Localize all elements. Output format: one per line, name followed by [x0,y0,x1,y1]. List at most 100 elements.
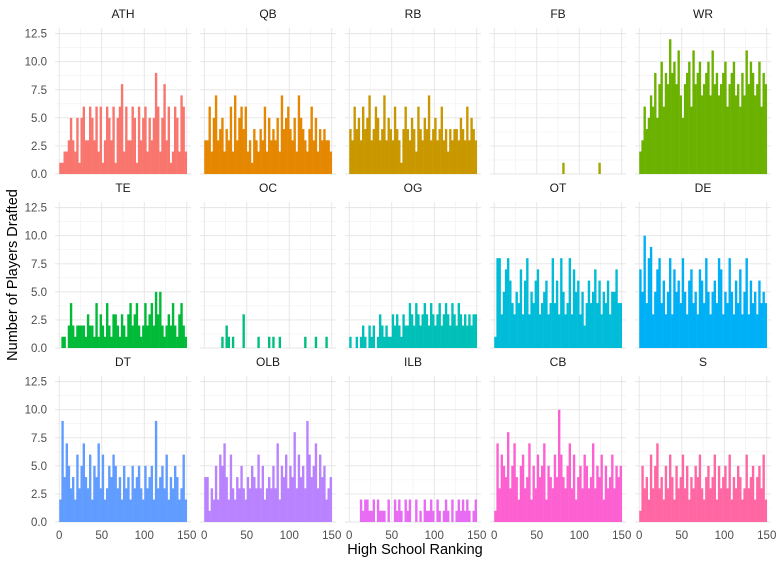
bar-ath [142,117,145,174]
bar-ath [110,140,113,174]
bar-ath [86,140,90,174]
bar-rb [419,129,422,174]
bar-te [61,336,64,348]
bar-dt [176,477,179,522]
bar-ot [606,280,610,348]
bar-wr [743,95,746,174]
bar-og [440,325,444,348]
panel-ath: ATH [55,7,191,175]
bar-rb [402,129,405,174]
bar-rb [349,129,352,174]
bar-rb [423,117,427,174]
bar-rb [385,140,388,174]
bar-og [432,314,435,348]
bar-dt [99,488,103,522]
bar-wr [764,84,768,174]
bar-rb [457,140,461,174]
bar-dt [65,443,69,522]
bar-dt [180,488,183,522]
bar-cb [598,477,601,522]
facet-label: RB [405,7,422,21]
bar-og [442,314,446,348]
bar-og [436,314,439,348]
bar-cb [494,510,497,522]
x-tick-label: 50 [675,530,688,542]
bar-ot [513,314,516,348]
y-tick-label: 10.0 [25,57,47,69]
x-tick-label: 0 [636,530,642,542]
bar-dt [69,488,73,522]
bar-og [408,303,412,348]
bar-ath [103,140,107,174]
bar-qb [263,106,267,174]
bar-s [730,499,734,522]
bar-ot [577,280,580,348]
bar-cb [596,465,599,522]
bar-ath [144,106,147,174]
bar-ot [500,314,504,348]
bar-s [737,465,740,522]
bar-ilb [464,510,467,522]
facet-label: DT [115,355,132,369]
bar-qb [231,151,235,174]
bar-wr [639,151,642,174]
bar-ath [184,151,188,174]
bar-ath [146,151,149,174]
bar-s [698,454,702,522]
bar-qb [212,117,216,174]
bar-wr [724,61,727,174]
bar-s [643,488,646,522]
bar-ot [572,269,576,348]
bar-qb [321,140,324,174]
bar-te [159,291,162,348]
bar-ilb [396,510,399,522]
bar-ilb [415,499,418,522]
bar-og [404,325,407,348]
y-tick-label: 7.5 [31,433,47,445]
bar-te [154,291,158,348]
bar-de [720,269,723,348]
bar-ath [97,151,100,174]
bar-de [741,314,744,348]
bar-qb [255,140,258,174]
bar-de [649,246,653,348]
facet-label: OG [404,181,423,195]
bar-te [161,325,164,348]
bar-s [671,477,674,522]
x-tick-label: 150 [322,530,341,542]
bar-de [679,303,683,348]
bar-de [762,291,765,348]
bar-rb [415,151,418,174]
bar-rb [387,117,390,174]
bar-olb [206,477,209,522]
bar-te [112,314,115,348]
bar-og [459,314,463,348]
bar-og [355,336,359,348]
facet-label: QB [259,7,276,21]
bar-ot [600,314,603,348]
x-tick-label: 50 [530,530,543,542]
bar-dt [144,465,147,522]
facet-label: S [699,355,707,369]
bar-rb [442,140,446,174]
bar-te [184,336,188,348]
bar-olb [276,443,279,522]
bar-s [664,465,668,522]
bar-s [641,465,644,522]
bar-s [754,499,757,522]
bar-de [764,303,768,348]
bar-qb [242,129,245,174]
bar-ot [564,314,567,348]
bar-olb [234,499,237,522]
x-tick-label: 50 [95,530,108,542]
bar-te [101,325,105,348]
bar-qb [206,140,209,174]
bar-og [415,303,418,348]
bar-og [349,336,352,348]
bar-wr [641,140,644,174]
bar-og [472,314,475,348]
bar-ot [498,258,501,348]
panel-olb: OLB [200,355,336,523]
bar-cb [528,443,531,522]
bar-wr [730,72,734,174]
